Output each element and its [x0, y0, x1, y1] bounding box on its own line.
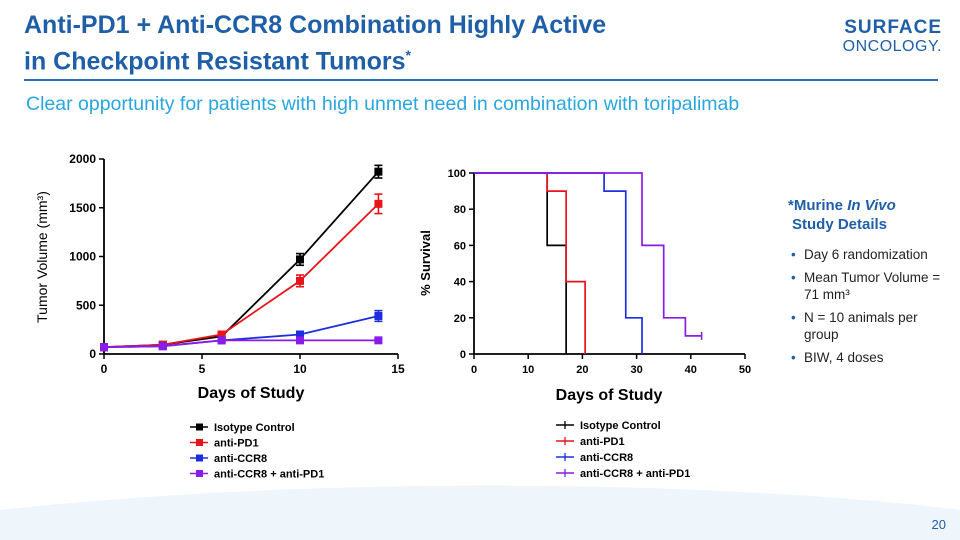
legend-label: Isotype Control — [580, 420, 661, 432]
y-tick-label: 20 — [454, 313, 466, 325]
x-tick-label: 20 — [576, 364, 588, 376]
x-tick-label: 5 — [199, 362, 206, 376]
heading-line-2: Study Details — [792, 216, 888, 233]
legend-marker — [196, 439, 203, 446]
y-tick-label: 80 — [454, 204, 466, 216]
legend-label: anti-PD1 — [214, 438, 259, 450]
y-tick-label: 100 — [448, 168, 466, 180]
legend-marker — [196, 454, 203, 462]
legend-label: Isotype Control — [214, 422, 295, 434]
slide-title: Anti-PD1 + Anti-CCR8 Combination Highly … — [24, 10, 606, 76]
heading-italic: In Vivo — [847, 197, 896, 214]
survival-curve — [474, 172, 567, 354]
y-tick-label: 1000 — [69, 250, 96, 264]
title-footnote-mark: * — [405, 47, 411, 63]
data-point — [296, 336, 304, 345]
legend-marker — [196, 423, 203, 431]
study-details-heading: *Murine In Vivo Study Details — [788, 196, 948, 234]
company-logo: SURFACE ONCOLOGY. — [843, 18, 942, 56]
legend-label: anti-CCR8 + anti-PD1 — [580, 468, 690, 480]
title-divider — [24, 79, 938, 81]
series-line — [103, 339, 379, 349]
x-tick-label: 0 — [101, 362, 108, 376]
survival-curve — [474, 172, 643, 354]
list-item: Day 6 randomization — [788, 246, 948, 263]
title-line-2: in Checkpoint Resistant Tumors — [24, 47, 406, 76]
logo-line-1: SURFACE — [844, 17, 942, 38]
slide-subtitle: Clear opportunity for patients with high… — [26, 93, 740, 115]
list-item: BIW, 4 doses — [788, 349, 948, 366]
x-axis-label: Days of Study — [556, 387, 663, 404]
x-tick-label: 50 — [739, 364, 751, 376]
data-point — [374, 336, 383, 345]
data-point — [217, 330, 226, 339]
y-tick-label: 0 — [460, 349, 466, 361]
y-tick-label: 1500 — [69, 201, 96, 215]
legend-label: anti-CCR8 — [214, 453, 267, 465]
data-point — [100, 343, 108, 352]
data-point — [374, 311, 383, 320]
x-tick-label: 30 — [630, 364, 642, 376]
legend-label: anti-PD1 — [580, 436, 625, 448]
survival-curve — [474, 172, 586, 354]
y-tick-label: 60 — [454, 240, 466, 252]
x-tick-label: 10 — [522, 364, 534, 376]
y-axis-label: % Survival — [418, 230, 433, 296]
y-tick-label: 40 — [454, 277, 466, 289]
list-item: Mean Tumor Volume = 71 mm³ — [788, 269, 948, 303]
study-details: *Murine In Vivo Study Details Day 6 rand… — [788, 196, 948, 372]
heading-prefix: *Murine — [788, 197, 848, 214]
y-axis-label: Tumor Volume (mm³) — [34, 191, 50, 323]
x-axis-label: Days of Study — [198, 385, 305, 402]
survival-curve — [474, 172, 702, 337]
legend-label: anti-CCR8 — [580, 452, 633, 464]
logo-line-2: ONCOLOGY. — [842, 38, 942, 55]
data-point — [158, 342, 167, 351]
study-details-list: Day 6 randomization Mean Tumor Volume = … — [788, 246, 948, 366]
x-tick-label: 15 — [391, 362, 405, 376]
x-tick-label: 10 — [293, 362, 307, 376]
x-tick-label: 0 — [471, 364, 477, 376]
data-point — [296, 255, 304, 264]
footer-wave — [0, 485, 960, 540]
list-item: N = 10 animals per group — [788, 309, 948, 343]
data-point — [374, 167, 383, 176]
page-number: 20 — [931, 517, 946, 532]
y-tick-label: 0 — [89, 347, 96, 361]
legend-marker — [196, 470, 203, 477]
data-point — [296, 276, 304, 285]
y-tick-label: 2000 — [69, 152, 96, 166]
x-tick-label: 40 — [685, 364, 697, 376]
legend-label: anti-CCR8 + anti-PD1 — [214, 469, 324, 481]
data-point — [296, 330, 304, 339]
data-point — [374, 199, 383, 208]
y-tick-label: 500 — [76, 298, 96, 312]
data-point — [217, 336, 226, 345]
title-line-1: Anti-PD1 + Anti-CCR8 Combination Highly … — [24, 11, 607, 39]
